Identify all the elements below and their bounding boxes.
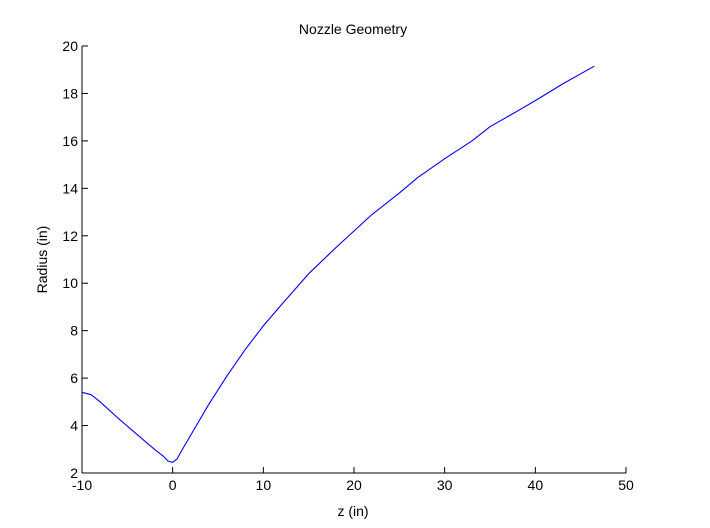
x-tick-label: 50 xyxy=(618,477,634,493)
y-tick-label: 4 xyxy=(70,418,78,434)
nozzle-radius-line xyxy=(81,65,595,463)
x-tick-label: 0 xyxy=(169,477,177,493)
y-tick-label: 20 xyxy=(62,38,78,54)
x-ticks: -10 0 10 20 30 40 50 xyxy=(72,467,634,493)
x-tick-label: 10 xyxy=(256,477,272,493)
y-tick-label: 8 xyxy=(70,323,78,339)
chart-title: Nozzle Geometry xyxy=(299,21,407,37)
y-tick-label: 12 xyxy=(62,228,78,244)
x-tick-label: 40 xyxy=(528,477,544,493)
y-tick-label: 6 xyxy=(70,370,78,386)
y-tick-label: 10 xyxy=(62,275,78,291)
y-tick-label: 14 xyxy=(62,180,78,196)
x-tick-label: 20 xyxy=(346,477,362,493)
series-layer xyxy=(81,65,595,463)
y-ticks: 2 4 6 8 10 12 14 16 18 20 xyxy=(62,38,88,481)
x-axis-label: z (in) xyxy=(337,503,368,519)
x-tick-label: 30 xyxy=(437,477,453,493)
y-axis-label: Radius (in) xyxy=(34,226,50,294)
y-tick-label: 18 xyxy=(62,85,78,101)
x-tick-label: -10 xyxy=(72,477,92,493)
y-tick-label: 2 xyxy=(70,465,78,481)
y-tick-label: 16 xyxy=(62,133,78,149)
